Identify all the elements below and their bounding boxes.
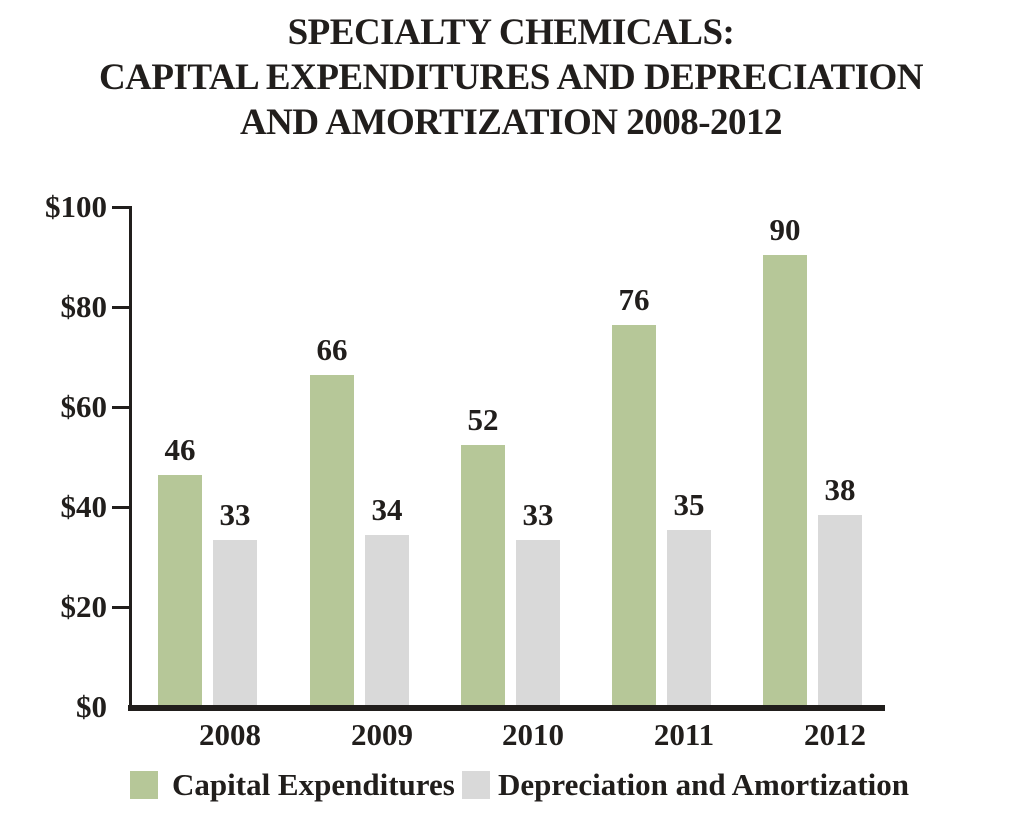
bar-value-label-capital-2009: 66 [316, 332, 348, 367]
x-axis-line [128, 705, 885, 711]
bar-value-label-capital-2008: 46 [164, 432, 196, 467]
y-axis-tick-label: $60 [60, 389, 108, 424]
bar-value-label-capital-2010: 52 [467, 402, 499, 437]
legend: Capital Expenditures Depreciation and Am… [0, 764, 1022, 812]
y-axis-tick [112, 506, 131, 509]
bar-depreciation-2009 [365, 535, 409, 705]
bar-capital-2011 [612, 325, 656, 705]
bar-value-label-depreciation-2010: 33 [522, 497, 554, 532]
legend-label-capital-expenditures: Capital Expenditures [172, 767, 455, 802]
x-axis-label-2009: 2009 [351, 717, 413, 752]
chart-title-line2: CAPITAL EXPENDITURES AND DEPRECIATION [98, 57, 924, 98]
y-axis-tick-label: $20 [60, 589, 108, 624]
y-axis-tick-label: $40 [60, 489, 108, 524]
bar-value-label-depreciation-2012: 38 [824, 472, 856, 507]
legend-swatch-capital-expenditures [130, 771, 158, 799]
bar-depreciation-2008 [213, 540, 257, 705]
bar-value-label-capital-2012: 90 [769, 212, 801, 247]
x-axis-label-2012: 2012 [804, 717, 866, 752]
bar-value-label-depreciation-2009: 34 [371, 492, 403, 527]
chart-title: SPECIALTY CHEMICALS: CAPITAL EXPENDITURE… [0, 10, 1022, 145]
bar-depreciation-2010 [516, 540, 560, 705]
y-axis-tick-label: $0 [76, 689, 107, 724]
bar-value-label-depreciation-2008: 33 [219, 497, 251, 532]
bar-capital-2009 [310, 375, 354, 705]
legend-swatch-depreciation-amortization [462, 771, 490, 799]
chart-title-line1: SPECIALTY CHEMICALS: [287, 12, 735, 53]
y-axis-tick [112, 306, 131, 309]
y-axis-tick-label: $80 [60, 289, 108, 324]
x-axis-label-2011: 2011 [653, 717, 715, 752]
x-axis-label-2008: 2008 [199, 717, 261, 752]
legend-label-depreciation-amortization: Depreciation and Amortization [498, 767, 910, 802]
y-axis-tick [112, 606, 131, 609]
bar-value-label-depreciation-2011: 35 [673, 487, 705, 522]
bar-value-label-capital-2011: 76 [618, 282, 650, 317]
bar-capital-2008 [158, 475, 202, 705]
y-axis-tick-label: $100 [45, 189, 107, 224]
bar-depreciation-2012 [818, 515, 862, 705]
y-axis-tick [112, 206, 131, 209]
y-axis-tick [112, 406, 131, 409]
x-axis-label-2010: 2010 [502, 717, 564, 752]
bar-capital-2010 [461, 445, 505, 705]
bar-depreciation-2011 [667, 530, 711, 705]
chart-title-line3: AND AMORTIZATION 2008-2012 [239, 102, 783, 143]
bar-capital-2012 [763, 255, 807, 705]
y-axis-line [129, 206, 132, 708]
